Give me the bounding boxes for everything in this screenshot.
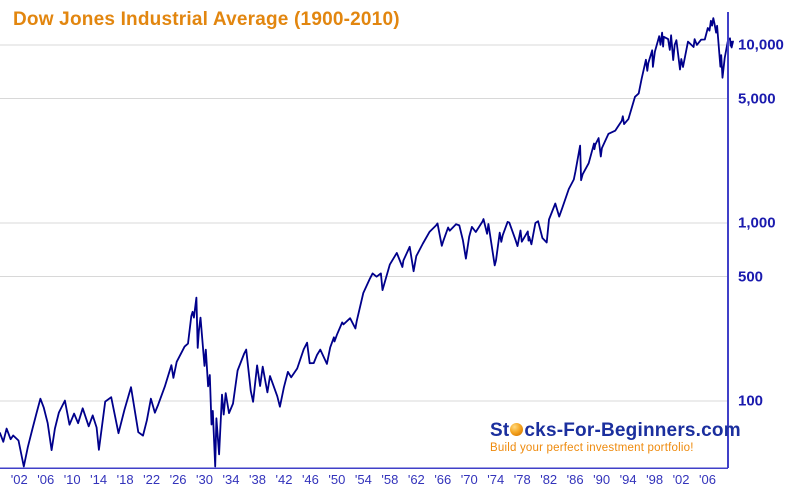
- y-axis-label: 100: [738, 392, 764, 410]
- x-axis-label: '30: [196, 472, 214, 487]
- djia-price-line: [0, 17, 734, 468]
- y-axis-label: 1,000: [738, 214, 776, 232]
- coin-icon: [510, 423, 524, 436]
- brand-text: St cks-For-Beginners.com: [490, 421, 741, 441]
- x-axis-label: '02: [10, 472, 28, 487]
- x-axis-label: '18: [116, 472, 134, 487]
- chart-title: Dow Jones Industrial Average (1900-2010): [13, 9, 400, 30]
- y-axis-label: 500: [738, 268, 764, 286]
- x-axis-label: '70: [460, 472, 478, 487]
- x-axis-label: '38: [249, 472, 266, 487]
- x-axis-label: '34: [222, 472, 240, 487]
- y-axis-label: 10,000: [738, 36, 784, 54]
- x-axis-label: '46: [301, 472, 319, 487]
- x-axis-label: '06: [37, 472, 55, 487]
- x-axis-label: '94: [619, 472, 637, 487]
- x-axis-label: '78: [513, 472, 531, 487]
- x-axis-label: '10: [63, 472, 81, 487]
- x-axis-label: '74: [487, 472, 505, 487]
- x-axis-label: '86: [566, 472, 584, 487]
- x-axis-label: '54: [354, 472, 372, 487]
- x-axis-label: '14: [90, 472, 108, 487]
- x-axis-label: '62: [407, 472, 425, 487]
- x-axis-label: '26: [169, 472, 187, 487]
- watermark-logo: St cks-For-Beginners.com Build your perfe…: [490, 421, 741, 454]
- x-axis-label: '58: [381, 472, 399, 487]
- y-axis-label: 5,000: [738, 90, 776, 108]
- x-axis-label: '02: [672, 472, 690, 487]
- x-axis-label: '82: [540, 472, 558, 487]
- x-axis-label: '06: [699, 472, 716, 487]
- brand-suffix: cks-For-Beginners.com: [524, 420, 741, 441]
- x-axis-label: '66: [434, 472, 452, 487]
- x-axis-label: '42: [275, 472, 293, 487]
- brand-tagline: Build your perfect investment portfolio!: [490, 441, 694, 454]
- brand-prefix: St: [490, 420, 510, 441]
- x-axis-label: '98: [646, 472, 664, 487]
- x-axis-label: '22: [143, 472, 161, 487]
- x-axis-label: '50: [328, 472, 346, 487]
- x-axis-label: '90: [593, 472, 611, 487]
